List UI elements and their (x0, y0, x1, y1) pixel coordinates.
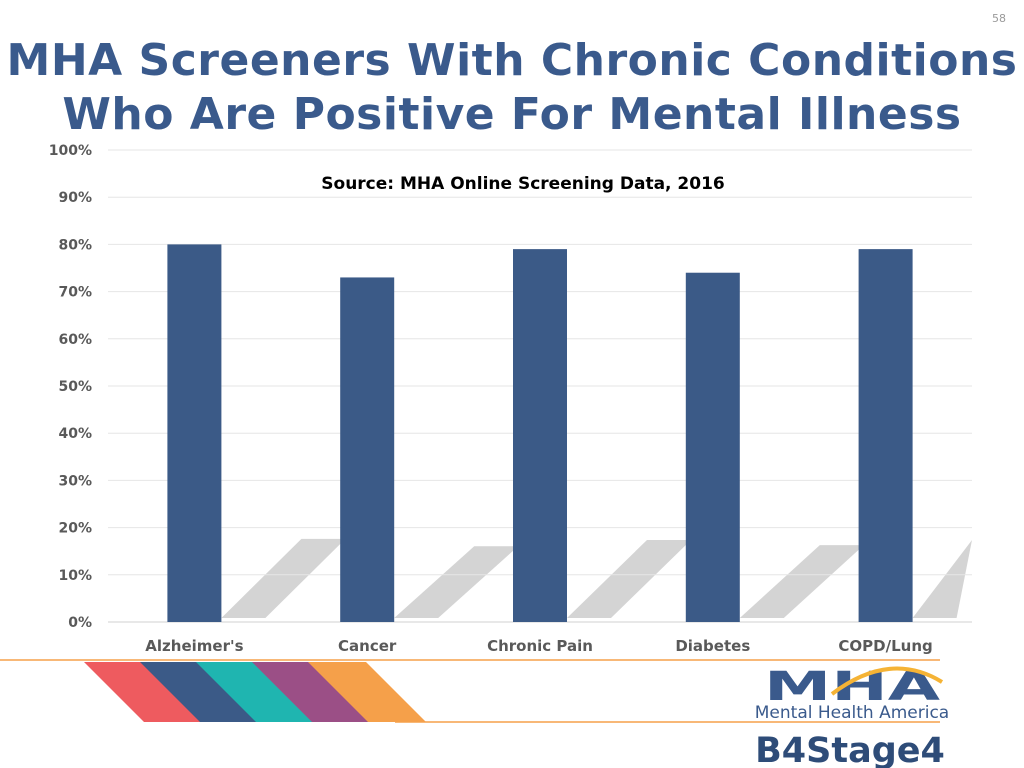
logo-campaign: B4Stage4 (755, 731, 945, 768)
x-tick-label: Chronic Pain (487, 637, 593, 655)
slide-number: 58 (992, 12, 1006, 25)
slide-title: MHA Screeners With Chronic Conditions Wh… (0, 34, 1024, 142)
x-tick-label: Cancer (338, 637, 397, 655)
bar-series (167, 244, 913, 622)
chart-subtitle: Source: MHA Online Screening Data, 2016 (321, 174, 724, 194)
bar (858, 249, 913, 622)
bar-shadow (567, 539, 691, 618)
x-tick-label: COPD/Lung (838, 637, 932, 655)
bar (513, 249, 567, 622)
bar-shadow (912, 539, 972, 618)
y-tick-label: 100% (49, 143, 92, 159)
y-tick-label: 70% (58, 285, 92, 301)
y-tick-label: 80% (58, 237, 92, 253)
decorative-stripes (0, 659, 940, 723)
stripe (140, 662, 258, 722)
x-axis-tick-labels: Alzheimer's Cancer Chronic Pain Diabetes COP… (145, 637, 932, 655)
bar (167, 244, 222, 622)
stripe (308, 662, 426, 722)
y-tick-label: 10% (58, 568, 92, 584)
y-tick-label: 0% (68, 615, 92, 631)
bar-shadows (221, 538, 972, 618)
y-tick-label: 40% (58, 426, 92, 442)
y-tick-label: 20% (58, 521, 92, 537)
y-axis-tick-labels: 0% 10% 20% 30% 40% 50% 60% 70% 80% 90% 100% (49, 143, 92, 631)
stripe (84, 662, 202, 722)
stripe (196, 662, 314, 722)
bar (340, 277, 395, 622)
bar-shadow (394, 546, 519, 618)
stripe (252, 662, 370, 722)
slide-title-line-2: Who Are Positive For Mental Illness (62, 89, 962, 140)
logo-name: Mental Health America (755, 703, 949, 723)
y-tick-label: 90% (58, 190, 92, 206)
logo-swoosh (830, 666, 944, 696)
y-tick-label: 60% (58, 332, 92, 348)
slide-title-line-1: MHA Screeners With Chronic Conditions (6, 35, 1018, 86)
y-tick-label: 50% (58, 379, 92, 395)
bar-shadow (221, 538, 346, 618)
x-tick-label: Alzheimer's (145, 637, 243, 655)
mha-logo: MHA Mental Health America B4Stage4 (755, 664, 949, 768)
y-tick-label: 30% (58, 473, 92, 489)
x-tick-label: Diabetes (675, 637, 750, 655)
bar-shadow (739, 545, 864, 618)
bar (685, 272, 740, 622)
